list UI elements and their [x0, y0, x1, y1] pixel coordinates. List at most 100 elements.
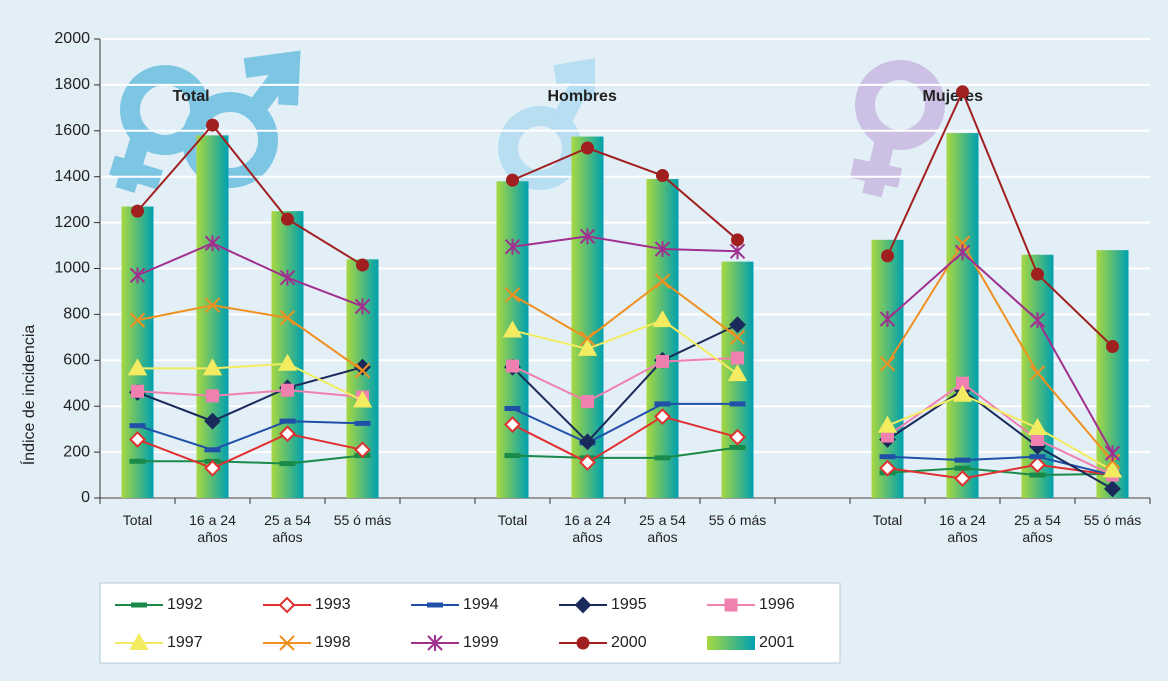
marker — [1029, 454, 1046, 460]
marker — [279, 461, 296, 467]
marker — [504, 416, 521, 433]
marker — [1029, 456, 1046, 474]
x-tick-label: 25 a 54 años — [264, 512, 311, 545]
legend-label: 2001 — [759, 634, 795, 651]
legend-item: 1998 — [263, 634, 351, 651]
marker — [729, 329, 746, 346]
marker — [954, 470, 971, 487]
marker — [354, 441, 371, 459]
marker — [1029, 312, 1046, 329]
legend-marker — [427, 602, 443, 608]
marker — [656, 354, 669, 368]
marker — [354, 362, 371, 379]
legend-marker — [427, 635, 443, 651]
marker — [129, 458, 146, 464]
marker — [729, 428, 746, 446]
marker — [277, 353, 298, 371]
line — [137, 241, 1114, 462]
marker — [281, 212, 294, 226]
marker — [954, 465, 971, 471]
legend-label: 1992 — [167, 596, 203, 613]
bar — [871, 239, 904, 498]
x-tick-label: Total — [497, 512, 528, 528]
marker — [1029, 472, 1046, 478]
legend-label: 1994 — [463, 596, 499, 613]
y-tick-label: 1600 — [54, 122, 90, 139]
legend-swatch — [707, 636, 755, 650]
y-axis-label: Índice de incidencia — [19, 325, 38, 466]
legend-item: 1997 — [115, 632, 203, 651]
y-tick-label: 1400 — [54, 168, 90, 185]
line — [137, 402, 1113, 477]
marker — [654, 273, 671, 289]
marker — [504, 238, 521, 255]
marker — [654, 455, 671, 461]
y-tick-label: 0 — [81, 489, 90, 506]
marker — [731, 351, 744, 365]
legend-item: 1992 — [115, 596, 203, 613]
marker — [956, 376, 969, 390]
marker — [206, 389, 219, 403]
group-label: Total — [173, 88, 210, 105]
marker — [727, 364, 748, 382]
marker — [204, 412, 221, 430]
x-tick-label: 16 a 24 años — [189, 512, 236, 545]
marker — [956, 85, 969, 99]
marker — [504, 287, 521, 303]
marker — [654, 408, 671, 425]
x-tick-label: 55 ó más — [1083, 512, 1142, 528]
marker — [279, 310, 296, 326]
line — [137, 235, 1114, 454]
marker — [579, 433, 596, 451]
marker — [356, 258, 369, 272]
legend-marker — [724, 598, 738, 612]
marker — [954, 457, 971, 463]
marker — [506, 173, 519, 187]
x-tick-label: Total — [872, 512, 903, 528]
x-tick-label: 55 ó más — [708, 512, 767, 528]
bar — [496, 181, 529, 499]
line — [137, 415, 1113, 480]
legend-label: 1996 — [759, 596, 795, 613]
marker — [204, 297, 221, 313]
marker — [281, 383, 294, 397]
marker — [731, 233, 744, 247]
marker — [654, 401, 671, 407]
marker — [579, 454, 596, 471]
marker — [581, 141, 594, 155]
bar — [646, 178, 679, 498]
y-tick-label: 600 — [63, 352, 90, 369]
y-tick-label: 800 — [63, 306, 90, 323]
marker — [729, 401, 746, 407]
legend-marker — [278, 596, 296, 614]
x-tick-label: 25 a 54 años — [1014, 512, 1061, 545]
marker — [879, 356, 896, 372]
marker — [279, 269, 296, 286]
legend-item: 1995 — [559, 596, 647, 614]
marker — [1102, 460, 1123, 478]
marker — [204, 447, 221, 453]
marker — [131, 384, 144, 398]
marker — [1027, 417, 1048, 436]
marker — [506, 359, 519, 373]
gender-symbols — [109, 50, 945, 198]
marker — [879, 310, 896, 327]
marker — [127, 358, 148, 376]
marker — [952, 384, 973, 402]
legend-marker — [129, 632, 149, 650]
marker — [1031, 267, 1044, 281]
legend-item: 1996 — [707, 596, 795, 613]
y-tick-label: 1000 — [54, 260, 90, 277]
marker — [729, 445, 746, 451]
line — [137, 319, 1113, 472]
legend-label: 1999 — [463, 634, 499, 651]
marker — [656, 169, 669, 183]
y-tick-label: 200 — [63, 443, 90, 460]
legend-item: 1999 — [411, 634, 499, 651]
marker — [579, 228, 596, 245]
marker — [1106, 340, 1119, 354]
legend-item: 1993 — [263, 596, 351, 614]
marker — [654, 240, 671, 257]
marker — [352, 390, 373, 408]
